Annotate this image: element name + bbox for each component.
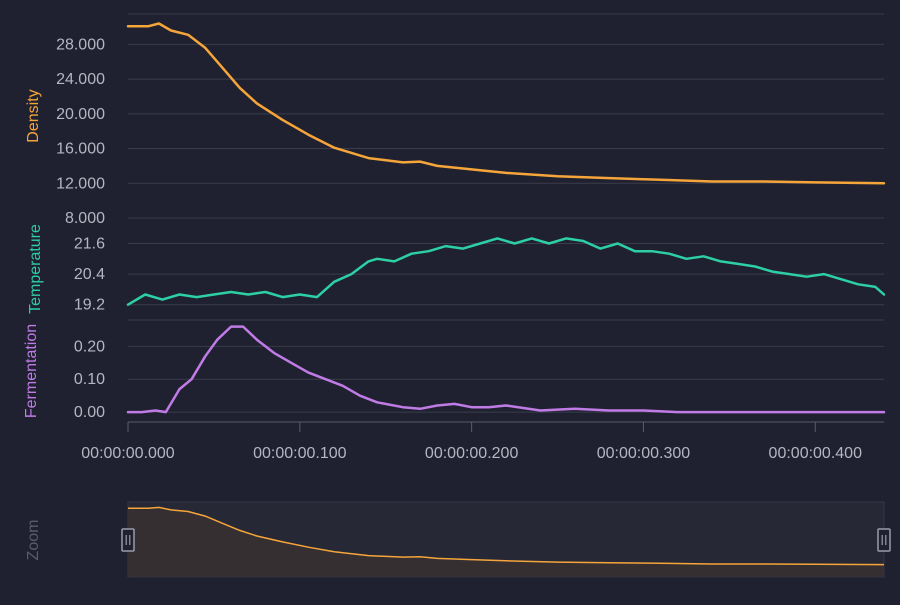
y-tick-label: 20.4	[74, 266, 105, 283]
y-axis-label: Temperature	[27, 224, 44, 314]
y-tick-label: 12.000	[56, 175, 105, 192]
series-line-fermentation	[126, 325, 886, 414]
y-tick-label: 0.10	[74, 371, 105, 388]
zoom-handle-right[interactable]	[877, 528, 891, 552]
zoom-handle-left[interactable]	[121, 528, 135, 552]
panel-density: 28.000 24.000 20.000 16.000 12.000 8.000 Densi…	[25, 13, 886, 227]
zoom-handle-left-body[interactable]	[121, 528, 135, 552]
y-tick-label: 21.6	[74, 236, 105, 253]
y-tick-label: 24.000	[56, 71, 105, 88]
x-tick-label: 00:00:00.200	[425, 445, 519, 462]
y-tick-label: 0.20	[74, 338, 105, 355]
x-tick-label: 00:00:00.000	[81, 445, 175, 462]
series-line-temperature	[126, 237, 886, 306]
y-axis-label: Density	[25, 89, 42, 142]
series-line-density	[126, 22, 886, 185]
y-axis-label: Fermentation	[23, 324, 40, 418]
x-tick-label: 00:00:00.300	[597, 445, 691, 462]
y-tick-label: 0.00	[74, 404, 105, 421]
zoom-navigator[interactable]	[121, 501, 891, 578]
zoom-series-line	[128, 506, 885, 566]
y-tick-label: 8.000	[65, 210, 105, 227]
y-tick-label: 20.000	[56, 106, 105, 123]
zoom-area	[128, 507, 884, 577]
panel-temperature: 21.6 20.4 19.2 Temperature	[27, 217, 886, 314]
y-tick-label: 28.000	[56, 36, 105, 53]
zoom-label: Zoom	[25, 520, 42, 561]
x-tick-label: 00:00:00.100	[253, 445, 347, 462]
x-tick-label: 00:00:00.400	[769, 445, 863, 462]
zoom-handle-right-body[interactable]	[877, 528, 891, 552]
panel-fermentation: 0.20 0.10 0.00 Fermentation	[23, 319, 886, 421]
y-tick-label: 16.000	[56, 141, 105, 158]
y-tick-label: 19.2	[74, 297, 105, 314]
